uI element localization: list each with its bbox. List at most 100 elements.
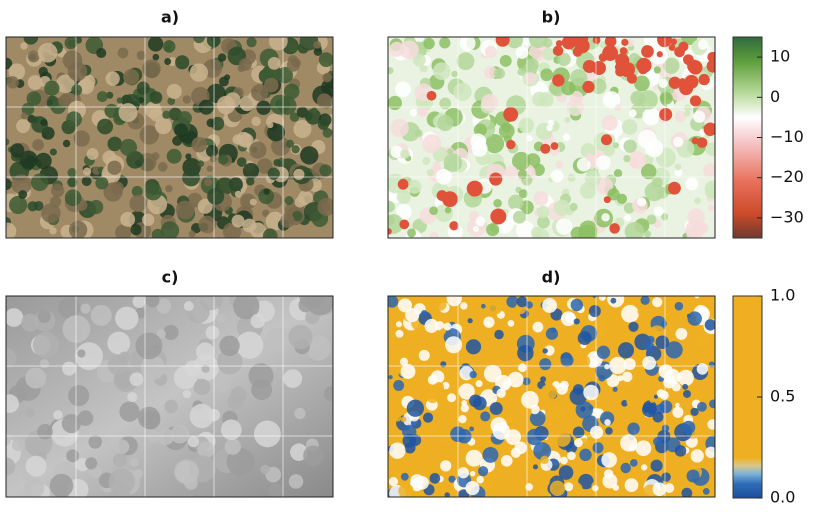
texture: [650, 398, 655, 403]
texture: [280, 214, 294, 228]
texture: [637, 307, 645, 315]
texture: [461, 400, 467, 406]
texture: [31, 174, 49, 192]
texture: [675, 164, 682, 171]
texture: [493, 199, 502, 208]
colorbar-tick-label: 0.0: [770, 488, 795, 507]
texture: [613, 387, 618, 392]
texture: [697, 363, 708, 374]
texture: [77, 349, 85, 357]
texture: [497, 389, 506, 398]
panel-title: a): [161, 8, 179, 27]
texture: [150, 91, 163, 104]
texture: [439, 37, 450, 48]
texture: [644, 230, 651, 237]
texture: [236, 332, 263, 359]
texture: [695, 336, 708, 349]
texture: [161, 221, 179, 239]
texture: [40, 119, 47, 126]
texture: [707, 52, 717, 62]
texture: [466, 339, 481, 354]
texture: [82, 176, 92, 186]
texture: [68, 39, 76, 47]
texture: [571, 299, 583, 311]
texture: [62, 414, 81, 433]
texture: [2, 436, 11, 445]
texture: [481, 94, 498, 111]
texture: [0, 223, 16, 240]
texture: [319, 164, 331, 176]
texture: [53, 410, 63, 420]
texture: [625, 478, 639, 492]
texture: [604, 364, 609, 369]
texture: [130, 224, 141, 235]
texture: [415, 129, 423, 137]
texture: [9, 196, 27, 214]
texture: [637, 197, 646, 206]
texture: [660, 391, 669, 400]
texture: [546, 125, 552, 131]
texture: [475, 216, 485, 226]
texture: [517, 296, 528, 307]
texture: [684, 110, 690, 116]
texture: [688, 299, 692, 303]
panel-title: b): [542, 8, 561, 27]
texture: [155, 117, 172, 134]
texture: [430, 473, 441, 484]
texture: [83, 168, 91, 176]
colorbar-tick-label: 1.0: [770, 286, 795, 305]
texture: [661, 321, 667, 327]
texture: [444, 153, 462, 171]
texture: [468, 318, 473, 323]
texture: [550, 481, 565, 496]
texture: [672, 382, 681, 391]
texture: [659, 108, 672, 121]
texture: [532, 92, 547, 107]
texture: [254, 420, 281, 447]
texture: [400, 358, 408, 366]
texture: [490, 402, 503, 415]
texture: [556, 161, 564, 169]
texture: [599, 294, 606, 301]
texture: [698, 39, 708, 49]
texture: [668, 182, 681, 195]
texture: [264, 78, 279, 93]
texture: [304, 112, 313, 121]
texture: [170, 425, 189, 444]
image: [0, 30, 339, 243]
texture: [389, 443, 405, 459]
texture: [447, 148, 453, 154]
texture: [165, 185, 173, 193]
texture: [687, 311, 701, 325]
image-panel: [0, 284, 339, 503]
texture: [237, 157, 247, 167]
texture: [283, 369, 302, 388]
texture: [481, 304, 486, 309]
texture: [37, 424, 53, 440]
texture: [97, 119, 113, 135]
texture: [697, 402, 707, 412]
texture: [601, 134, 612, 145]
texture: [658, 79, 668, 89]
texture: [294, 408, 305, 419]
texture: [32, 139, 44, 151]
texture: [6, 76, 18, 88]
texture: [465, 481, 479, 495]
texture: [626, 399, 632, 405]
texture: [693, 111, 705, 123]
texture: [578, 331, 592, 345]
texture: [442, 404, 447, 409]
colorbar-tick-label: −30: [770, 207, 804, 226]
texture: [21, 314, 39, 332]
texture: [69, 221, 87, 239]
texture: [628, 322, 638, 332]
texture: [580, 406, 585, 411]
texture: [615, 104, 622, 111]
texture: [517, 68, 525, 76]
texture: [494, 68, 505, 79]
texture: [685, 177, 698, 190]
texture: [246, 37, 256, 47]
texture: [707, 419, 717, 429]
texture: [508, 320, 515, 327]
texture: [167, 149, 182, 164]
